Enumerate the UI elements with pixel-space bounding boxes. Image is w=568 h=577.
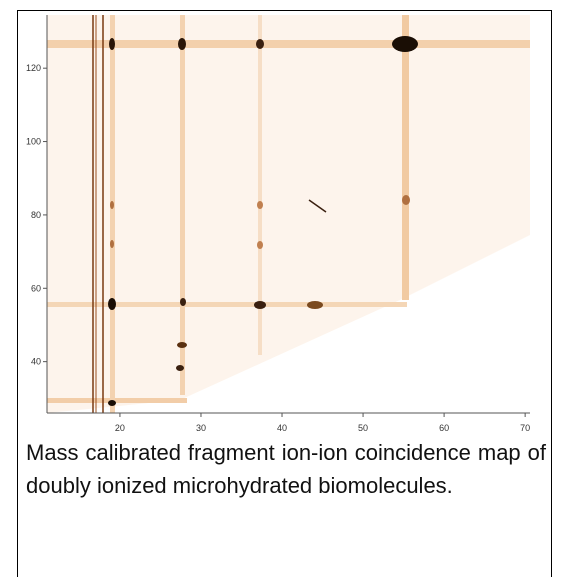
- y-tick-label: 100: [26, 137, 41, 147]
- y-tick-label: 60: [31, 283, 41, 293]
- frame: [17, 10, 552, 577]
- x-tick-label: 20: [115, 423, 125, 433]
- y-tick-label: 80: [31, 210, 41, 220]
- map-image: [47, 15, 530, 413]
- x-tick-label: 60: [439, 423, 449, 433]
- x-tick-label: 40: [277, 423, 287, 433]
- x-tick-label: 30: [196, 423, 206, 433]
- x-tick-label: 70: [520, 423, 530, 433]
- y-tick-label: 40: [31, 357, 41, 367]
- x-tick-label: 50: [358, 423, 368, 433]
- caption: Mass calibrated fragment ion-ion coincid…: [26, 440, 546, 498]
- y-tick-label: 120: [26, 63, 41, 73]
